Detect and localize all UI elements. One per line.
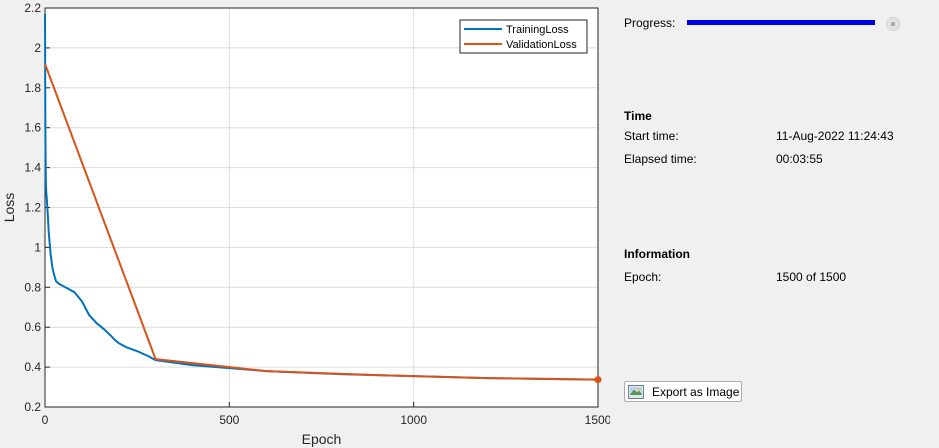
y-tick-label: 0.6	[24, 320, 41, 334]
start-time-label: Start time:	[624, 129, 679, 143]
start-time-value: 11-Aug-2022 11:24:43	[776, 129, 894, 143]
progress-label: Progress:	[624, 16, 676, 30]
x-tick-label: 0	[42, 413, 49, 427]
training-plot: 0 500 1000 1500 0.2 0.4 0.6 0.8 1 1.2 1.4 1.6 1.8 2 2.…	[1, 1, 610, 447]
time-heading: Time	[624, 109, 652, 123]
y-tick-label: 1.6	[24, 121, 41, 135]
x-tick-label: 1000	[400, 413, 427, 427]
information-heading: Information	[624, 247, 690, 261]
final-validation-marker	[594, 376, 602, 384]
x-tick-label: 500	[219, 413, 239, 427]
y-axis-label: Loss	[1, 193, 17, 223]
legend-entry: TrainingLoss	[506, 24, 569, 36]
y-tick-label: 1.4	[24, 161, 41, 175]
y-tick-label: 1.8	[24, 81, 41, 95]
legend-entry: ValidationLoss	[506, 39, 577, 51]
export-button-label: Export as Image	[652, 384, 740, 399]
elapsed-time-value: 00:03:55	[776, 152, 823, 166]
progress-bar	[687, 20, 875, 25]
training-info-panel: Progress: Time Start time: 11-Aug-2022 1…	[612, 0, 939, 448]
y-tick-label: 2	[34, 41, 41, 55]
legend-box	[459, 19, 588, 54]
series-line-validationloss	[44, 63, 599, 381]
epoch-label: Epoch:	[624, 270, 662, 284]
y-tick-label: 2.2	[24, 1, 41, 15]
loss-chart: 0 500 1000 1500 0.2 0.4 0.6 0.8 1 1.2 1.4 1.6 1.8 2 2.…	[1, 1, 610, 447]
y-tick-label: 0.8	[24, 280, 41, 294]
y-tick-label: 0.2	[24, 400, 41, 414]
y-tick-label: 1.2	[24, 201, 41, 215]
elapsed-time-label: Elapsed time:	[624, 152, 697, 166]
export-as-image-button[interactable]: Export as Image	[624, 381, 742, 402]
x-tick-label: 1500	[585, 413, 610, 427]
y-tick-label: 0.4	[24, 360, 41, 374]
export-image-icon	[628, 384, 644, 399]
stop-icon[interactable]	[886, 17, 900, 31]
epoch-value: 1500 of 1500	[776, 270, 847, 284]
x-axis-label: Epoch	[302, 431, 342, 447]
y-tick-label: 1	[34, 240, 41, 254]
